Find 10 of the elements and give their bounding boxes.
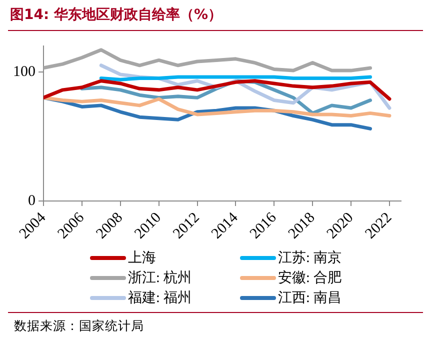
legend-label: 浙江: 杭州	[128, 269, 192, 287]
source-note: 数据来源：国家统计局	[14, 318, 144, 335]
y-tick-label: 0	[28, 192, 36, 209]
legend-label: 安徽: 合肥	[278, 269, 342, 287]
legend-label: 上海	[128, 250, 156, 267]
legend-label: 江苏: 南京	[278, 249, 342, 267]
legend-label: 福建: 福州	[128, 290, 192, 307]
chart-title: 图14: 华东地区财政自给率（%）	[10, 6, 222, 24]
legend-label: 江西: 南昌	[278, 290, 342, 307]
y-tick-label: 100	[13, 64, 36, 80]
